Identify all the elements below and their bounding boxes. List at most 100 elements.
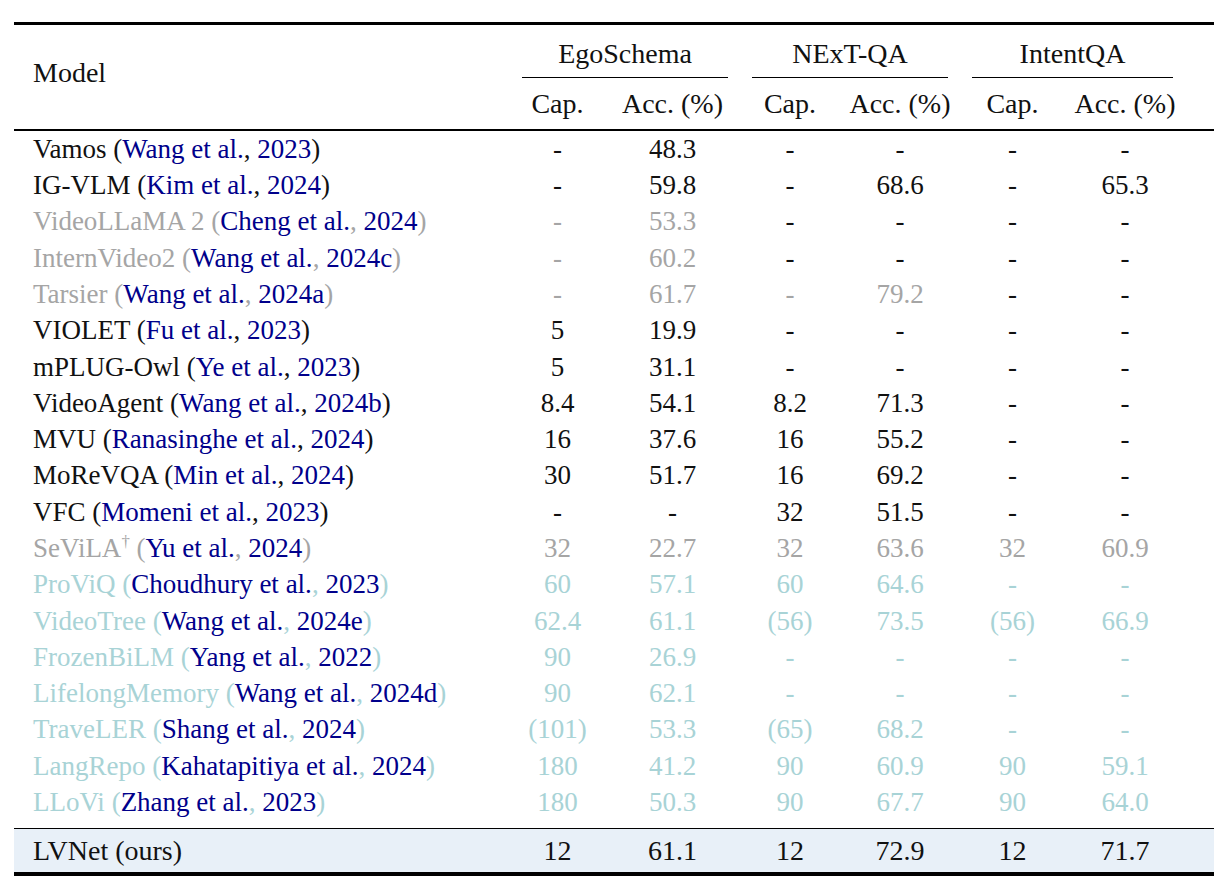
table-row: VideoAgent (Wang et al., 2024b)8.454.18.… (14, 385, 1214, 421)
model-name: LifelongMemory (33, 678, 219, 708)
table-row: VFC (Momeni et al., 2023)--3251.5-- (14, 494, 1214, 530)
cap-cell: 90 (510, 680, 605, 707)
citation-link[interactable]: 2023 (240, 315, 301, 345)
acc-cell: 68.6 (840, 172, 960, 199)
citation-link[interactable]: Wang et al. (179, 388, 301, 418)
comma: , (350, 206, 357, 236)
citation-link[interactable]: Momeni et al. (101, 497, 252, 527)
table-row: TraveLER (Shang et al., 2024)(101)53.3(6… (14, 712, 1214, 748)
citation-link[interactable]: Wang et al. (191, 243, 313, 273)
acc-cell: 19.9 (605, 317, 740, 344)
cap-cell: - (740, 208, 840, 235)
model-cell: FrozenBiLM (Yang et al., 2022) (14, 644, 510, 671)
cap-cell: - (960, 172, 1065, 199)
acc-cell: 60.2 (605, 245, 740, 272)
citation-link[interactable]: 2024d (363, 678, 437, 708)
benchmark-group-egoschema: EgoSchema (510, 25, 740, 78)
citation-link[interactable]: 2023 (256, 787, 317, 817)
citation-link[interactable]: Wang et al. (122, 134, 244, 164)
model-cell: MoReVQA (Min et al., 2024) (14, 462, 510, 489)
comma: , (252, 497, 259, 527)
model-cell: VideoAgent (Wang et al., 2024b) (14, 390, 510, 417)
citation-link[interactable]: Wang et al. (235, 678, 357, 708)
table-row: LangRepo (Kahatapitiya et al., 2024)1804… (14, 748, 1214, 784)
table-header: Model EgoSchema NExT-QA IntentQA C (14, 25, 1214, 129)
citation-link[interactable]: Zhang et al. (121, 787, 249, 817)
citation-link[interactable]: 2024 (241, 533, 302, 563)
paren: ( (175, 243, 191, 273)
cap-cell: 60 (510, 571, 605, 598)
citation-link[interactable]: 2023 (291, 352, 352, 382)
paren: ) (356, 714, 365, 744)
citation-link[interactable]: 2024 (260, 170, 321, 200)
model-name: LLoVi (33, 787, 105, 817)
col-header-intent-acc: Acc. (%) (1065, 88, 1185, 120)
table-row: LifelongMemory (Wang et al., 2024d)9062.… (14, 676, 1214, 712)
citation-link[interactable]: 2024 (295, 714, 356, 744)
citation-link[interactable]: Ye et al. (196, 352, 284, 382)
citation-link[interactable]: Fu et al. (146, 315, 234, 345)
citation-link[interactable]: 2022 (312, 642, 373, 672)
cap-cell: 16 (740, 462, 840, 489)
citation-link[interactable]: 2024 (304, 424, 365, 454)
comma: , (297, 424, 304, 454)
acc-cell: 61.7 (605, 281, 740, 308)
acc-cell: 59.8 (605, 172, 740, 199)
citation-link[interactable]: Kim et al. (146, 170, 253, 200)
model-name: Tarsier (33, 279, 108, 309)
citation-link[interactable]: 2024c (319, 243, 392, 273)
acc-cell: - (605, 499, 740, 526)
citation-link[interactable]: Choudhury et al. (131, 569, 312, 599)
citation-link[interactable]: 2024e (290, 606, 363, 636)
model-name: SeViLA (33, 533, 121, 563)
cap-cell: 60 (740, 571, 840, 598)
paren: ( (180, 352, 196, 382)
model-cell: TraveLER (Shang et al., 2024) (14, 716, 510, 743)
acc-cell: - (1065, 281, 1185, 308)
citation-link[interactable]: Min et al. (173, 460, 277, 490)
acc-cell: - (1065, 426, 1185, 453)
paren: ) (392, 243, 401, 273)
col-header-next-cap: Cap. (740, 88, 840, 120)
model-cell: mPLUG-Owl (Ye et al., 2023) (14, 354, 510, 381)
acc-cell: 79.2 (840, 281, 960, 308)
acc-cell: - (1065, 317, 1185, 344)
benchmark-group-nextqa: NExT-QA (740, 25, 960, 78)
paren: ) (363, 606, 372, 636)
acc-cell: 51.5 (840, 499, 960, 526)
citation-link[interactable]: 2024b (307, 388, 381, 418)
citation-link[interactable]: Yu et al. (146, 533, 235, 563)
paren: ) (437, 678, 446, 708)
citation-link[interactable]: Wang et al. (162, 606, 284, 636)
cap-cell: - (510, 281, 605, 308)
citation-link[interactable]: Yang et al. (190, 642, 305, 672)
citation-link[interactable]: 2024 (357, 206, 418, 236)
model-name: TraveLER (33, 714, 146, 744)
acc-cell: 66.9 (1065, 608, 1185, 635)
acc-cell: 65.3 (1065, 172, 1185, 199)
acc-cell: - (1065, 462, 1185, 489)
table-row: IG-VLM (Kim et al., 2024)-59.8-68.6-65.3 (14, 167, 1214, 203)
table-row: SeViLA† (Yu et al., 2024)3222.73263.6326… (14, 530, 1214, 566)
model-name: Vamos (33, 134, 107, 164)
table-body: Vamos (Wang et al., 2023)-48.3----IG-VLM… (14, 131, 1214, 821)
cap-cell: 32 (510, 535, 605, 562)
citation-link[interactable]: Wang et al. (123, 279, 245, 309)
citation-link[interactable]: 2023 (259, 497, 320, 527)
citation-link[interactable]: 2023 (251, 134, 312, 164)
cap-cell: - (510, 208, 605, 235)
citation-link[interactable]: Shang et al. (162, 714, 289, 744)
citation-link[interactable]: 2024 (284, 460, 345, 490)
cap-cell: 12 (740, 835, 840, 867)
cap-cell: 12 (510, 835, 605, 867)
table-row: ProViQ (Choudhury et al., 2023)6057.1606… (14, 567, 1214, 603)
citation-link[interactable]: 2023 (319, 569, 380, 599)
citation-link[interactable]: 2024a (252, 279, 325, 309)
paren: ( (163, 388, 179, 418)
paren: ( (105, 787, 121, 817)
model-name: LVNet (ours) (33, 835, 182, 866)
citation-link[interactable]: Ranasinghe et al. (112, 424, 297, 454)
citation-link[interactable]: Kahatapitiya et al. (161, 751, 358, 781)
citation-link[interactable]: Cheng et al. (220, 206, 350, 236)
citation-link[interactable]: 2024 (365, 751, 426, 781)
